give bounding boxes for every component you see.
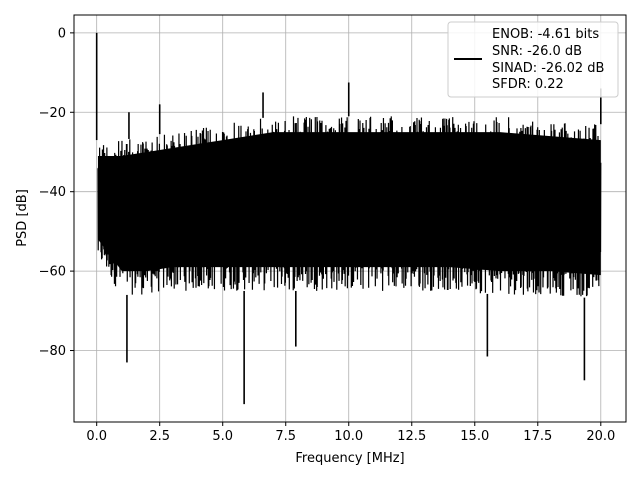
legend-entry-sfdr: SFDR: 0.22 [492,77,564,92]
y-tick-label: −40 [39,185,66,200]
x-axis-label: Frequency [MHz] [295,451,404,466]
axes-frame [73,14,627,423]
x-tick-label: 7.5 [275,429,296,444]
y-tick-label: −20 [39,106,66,121]
y-tick-label: 0 [58,26,66,41]
x-tick-label: 2.5 [149,429,170,444]
data-area [95,32,602,405]
legend-box [447,21,619,98]
x-tick-label: 5.0 [212,429,233,444]
legend-entry-sinad: SINAD: -26.02 dB [492,61,604,76]
x-tick-label: 17.5 [523,429,552,444]
x-tick-label: 15.0 [460,429,489,444]
y-tick-label: −60 [39,265,66,280]
axis-ticks: 0.0 2.5 5.0 7.5 10.0 12.5 15.0 17.5 20.0 0 −20 −40 −… [39,26,616,444]
legend-entry-enob: ENOB: -4.61 bits [492,27,599,42]
x-tick-label: 0.0 [86,429,107,444]
x-tick-label: 10.0 [334,429,363,444]
y-axis-label: PSD [dB] [15,189,30,247]
psd-band [97,132,601,276]
x-tick-label: 20.0 [586,429,615,444]
legend-entry-snr: SNR: -26.0 dB [492,44,582,59]
legend: ENOB: -4.61 bits SNR: -26.0 dB SINAD: -2… [447,21,619,98]
y-tick-label: −80 [39,344,66,359]
x-tick-label: 12.5 [397,429,426,444]
